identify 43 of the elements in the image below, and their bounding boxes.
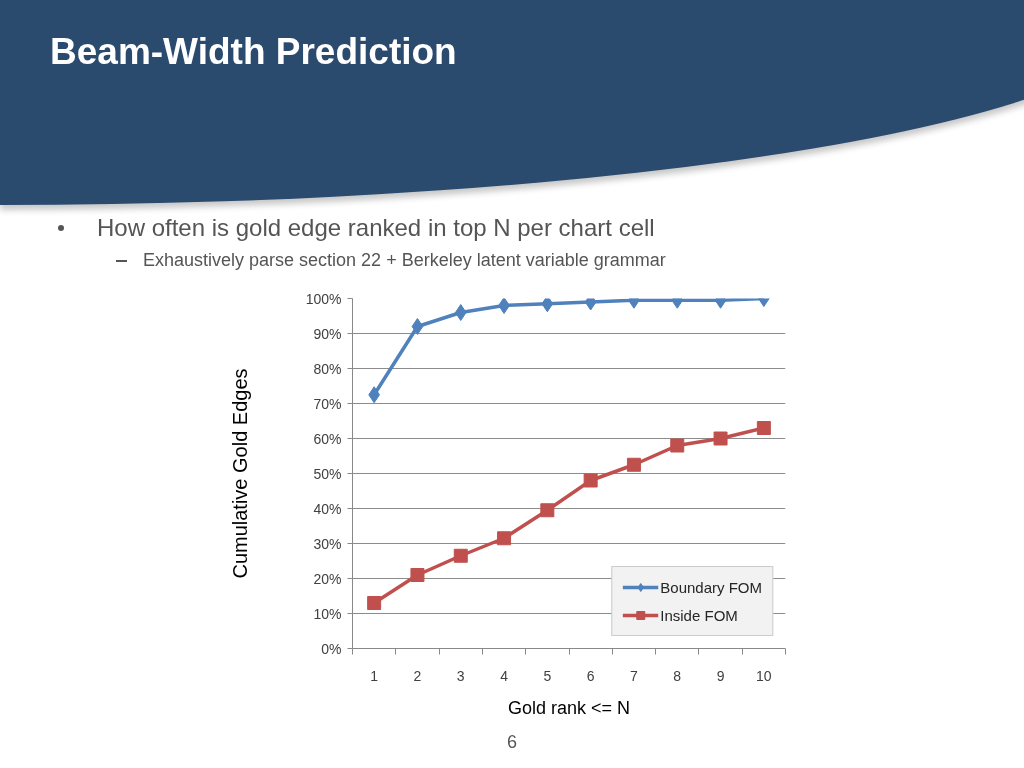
y-tick-label: 0% [321, 640, 342, 657]
x-tick-label: 9 [716, 667, 725, 684]
point [713, 431, 728, 446]
y-tick-label: 80% [313, 360, 342, 377]
y-tick-label: 20% [313, 570, 342, 587]
x-tick-label: 8 [673, 667, 682, 684]
legend-label: Inside FOM [660, 606, 738, 624]
point [410, 568, 425, 582]
x-tick-label: 6 [586, 667, 595, 684]
point [411, 318, 424, 335]
point [626, 457, 641, 472]
y-tick-label: 30% [313, 535, 342, 552]
text: Exhaustively parse section 22 + Berkeley latent variable grammar [143, 249, 666, 272]
chart-title: Beam-Width Prediction [50, 30, 457, 74]
x-tick-label: 3 [456, 667, 465, 684]
y-tick-label: 90% [313, 325, 342, 342]
chart-subtitle: How often is gold edge ranked in top N per chart cell [97, 213, 655, 243]
point [540, 503, 555, 518]
x-tick-label: 5 [543, 667, 552, 684]
point [367, 596, 382, 610]
y-axis-title: Cumulative Gold Edges [228, 368, 251, 579]
x-tick-label: 7 [630, 667, 639, 684]
y-tick-label: 40% [313, 500, 342, 517]
point [756, 421, 771, 435]
point [497, 531, 512, 546]
x-axis-title: Gold rank <= N [507, 697, 631, 718]
point [454, 304, 467, 321]
point [453, 548, 468, 563]
point [670, 438, 685, 453]
x-tick-label: 4 [500, 667, 509, 684]
text: 6 [506, 731, 518, 754]
y-tick-label: 70% [313, 395, 342, 412]
y-tick-label: 10% [313, 605, 342, 622]
x-tick-label: 2 [413, 667, 422, 684]
point [541, 298, 554, 313]
x-tick-label: 10 [756, 667, 772, 684]
y-tick-label: 60% [313, 430, 342, 447]
x-tick-label: 1 [370, 667, 379, 684]
point [498, 298, 510, 314]
y-tick-label: 100% [305, 290, 342, 307]
point [583, 473, 598, 488]
legend-label: Boundary FOM [660, 578, 762, 596]
y-tick-label: 50% [313, 465, 342, 482]
